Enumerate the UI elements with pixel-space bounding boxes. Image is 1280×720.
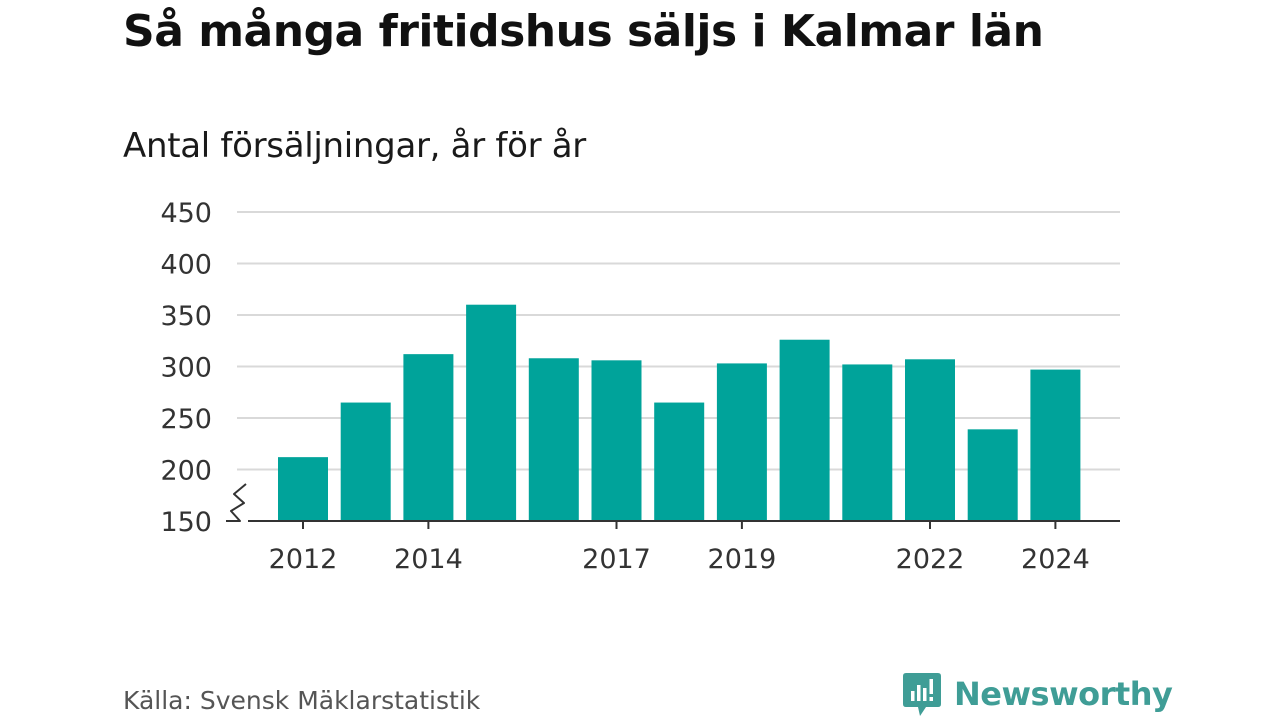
x-tick-label-2017: 2017 [582, 544, 651, 575]
brand-name: Newsworthy [954, 675, 1173, 713]
bar-2022 [905, 359, 955, 521]
bar-2015 [466, 304, 517, 521]
bar-2021 [842, 364, 893, 521]
y-tick-label-200: 200 [160, 456, 212, 487]
y-tick-label-400: 400 [160, 250, 212, 281]
x-tick-label-2024: 2024 [1021, 544, 1090, 575]
x-axis [226, 483, 1120, 522]
x-tick-label-2022: 2022 [896, 544, 965, 575]
bar-2024 [1030, 369, 1081, 521]
x-tick-label-2012: 2012 [269, 544, 338, 575]
bar-2020 [779, 339, 830, 521]
bar-2014 [403, 354, 454, 521]
y-tick-label-150: 150 [160, 507, 212, 538]
bar-2016 [528, 358, 579, 521]
x-tick-label-2014: 2014 [394, 544, 463, 575]
bar-2018 [654, 402, 705, 521]
bar-2017 [591, 360, 642, 521]
bar-2023 [967, 429, 1018, 521]
y-tick-label-450: 450 [160, 198, 212, 229]
y-tick-label-300: 300 [160, 353, 212, 384]
axis-break-icon [226, 483, 247, 522]
y-axis-labels: 150 200 250 300 350 400 450 [160, 198, 212, 538]
x-tick-label-2019: 2019 [708, 544, 777, 575]
bar-2019 [716, 363, 767, 521]
bars [278, 304, 1081, 521]
y-tick-label-250: 250 [160, 404, 212, 435]
source-note: Källa: Svensk Mäklarstatistik [123, 686, 481, 715]
y-tick-label-350: 350 [160, 301, 212, 332]
newsworthy-logo-icon [903, 673, 941, 716]
bar-2013 [340, 402, 391, 521]
bar-2012 [278, 457, 328, 521]
x-axis-labels: 2012 2014 2017 2019 2022 2024 [269, 521, 1090, 575]
chart-title: Så många fritidshus säljs i Kalmar län [123, 6, 1044, 57]
chart-subtitle: Antal försäljningar, år för år [123, 126, 586, 166]
newsworthy-logo: Newsworthy [902, 670, 1173, 718]
